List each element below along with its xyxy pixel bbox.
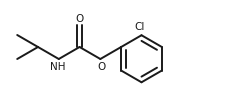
- Text: O: O: [75, 14, 83, 24]
- Text: Cl: Cl: [134, 22, 144, 32]
- Text: O: O: [97, 62, 105, 72]
- Text: NH: NH: [50, 62, 65, 72]
